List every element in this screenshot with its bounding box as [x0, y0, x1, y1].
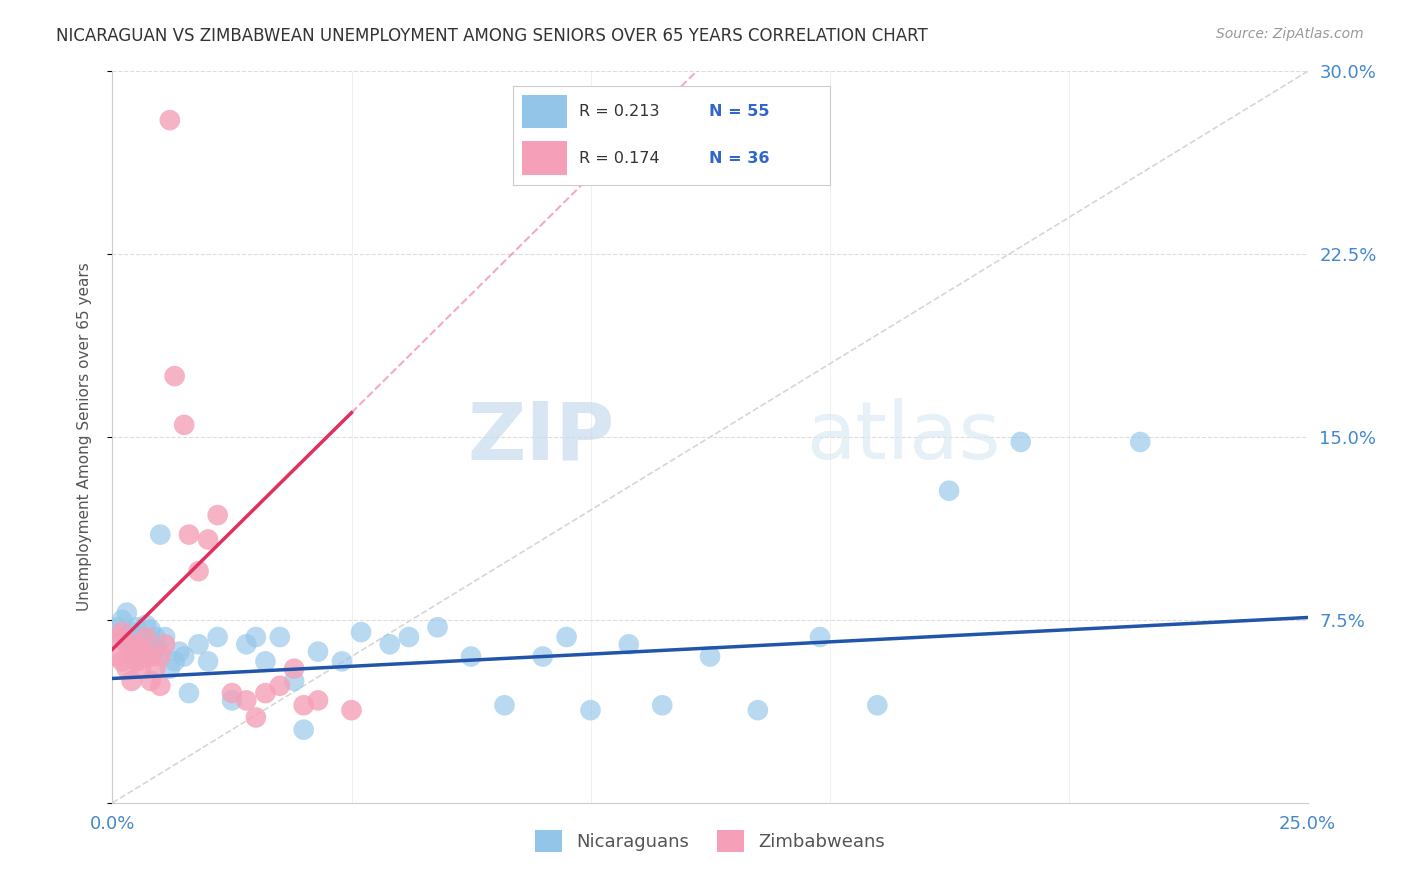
Point [153, 637, 176, 651]
Point [207, 508, 229, 522]
Point [129, 630, 152, 644]
Legend: Nicaraguans, Zimbabweans: Nicaraguans, Zimbabweans [527, 823, 893, 860]
Point [111, 613, 134, 627]
Point [866, 698, 889, 713]
Point [159, 113, 181, 128]
Point [129, 649, 152, 664]
Point [235, 637, 257, 651]
Point [139, 673, 162, 688]
Point [283, 662, 305, 676]
Point [245, 630, 267, 644]
Point [177, 686, 200, 700]
Point [938, 483, 960, 498]
Point [153, 630, 176, 644]
Point [129, 637, 152, 651]
Point [139, 635, 162, 649]
Point [145, 630, 167, 644]
Point [163, 654, 186, 668]
Point [173, 417, 195, 432]
Point [121, 673, 143, 688]
Text: atlas: atlas [806, 398, 1000, 476]
Point [125, 654, 148, 668]
Point [207, 630, 229, 644]
Point [808, 630, 831, 644]
Point [173, 649, 195, 664]
Point [159, 662, 181, 676]
Point [269, 679, 291, 693]
Point [121, 625, 143, 640]
Point [115, 637, 138, 651]
Point [149, 679, 172, 693]
Point [135, 645, 157, 659]
Point [579, 703, 602, 717]
Point [494, 698, 516, 713]
Point [307, 645, 329, 659]
Point [135, 630, 157, 644]
Point [269, 630, 291, 644]
Point [378, 637, 401, 651]
Point [531, 649, 554, 664]
Point [747, 703, 769, 717]
Point [105, 620, 128, 634]
Point [177, 527, 200, 541]
Point [149, 527, 172, 541]
Point [121, 645, 143, 659]
Point [197, 533, 219, 547]
Point [115, 606, 138, 620]
Point [125, 637, 148, 651]
Point [1010, 434, 1032, 449]
Text: Source: ZipAtlas.com: Source: ZipAtlas.com [1216, 27, 1364, 41]
Point [139, 649, 162, 664]
Point [340, 703, 363, 717]
Point [292, 723, 315, 737]
Point [115, 637, 138, 651]
Point [330, 654, 353, 668]
Point [1129, 434, 1152, 449]
Point [115, 662, 138, 676]
Point [125, 620, 148, 634]
Point [283, 673, 305, 688]
Point [145, 642, 167, 657]
Point [169, 645, 191, 659]
Point [651, 698, 673, 713]
Point [235, 693, 257, 707]
Point [187, 564, 209, 578]
Text: NICARAGUAN VS ZIMBABWEAN UNEMPLOYMENT AMONG SENIORS OVER 65 YEARS CORRELATION CH: NICARAGUAN VS ZIMBABWEAN UNEMPLOYMENT AM… [56, 27, 928, 45]
Y-axis label: Unemployment Among Seniors over 65 years: Unemployment Among Seniors over 65 years [77, 263, 91, 611]
Point [426, 620, 449, 634]
Point [187, 637, 209, 651]
Point [398, 630, 420, 644]
Point [555, 630, 578, 644]
Point [135, 617, 157, 632]
Point [129, 662, 152, 676]
Point [105, 630, 128, 644]
Point [105, 649, 128, 664]
Point [111, 654, 134, 668]
Point [139, 623, 162, 637]
Point [221, 693, 243, 707]
Point [245, 710, 267, 724]
Point [135, 649, 157, 664]
Text: ZIP: ZIP [467, 398, 614, 476]
Point [121, 645, 143, 659]
Point [350, 625, 373, 640]
Point [292, 698, 315, 713]
Point [460, 649, 482, 664]
Point [197, 654, 219, 668]
Point [145, 662, 167, 676]
Point [221, 686, 243, 700]
Point [111, 630, 134, 644]
Point [149, 645, 172, 659]
Point [163, 369, 186, 384]
Point [111, 625, 134, 640]
Point [699, 649, 721, 664]
Point [125, 654, 148, 668]
Point [254, 654, 277, 668]
Point [254, 686, 277, 700]
Point [307, 693, 329, 707]
Point [617, 637, 640, 651]
Point [149, 649, 172, 664]
